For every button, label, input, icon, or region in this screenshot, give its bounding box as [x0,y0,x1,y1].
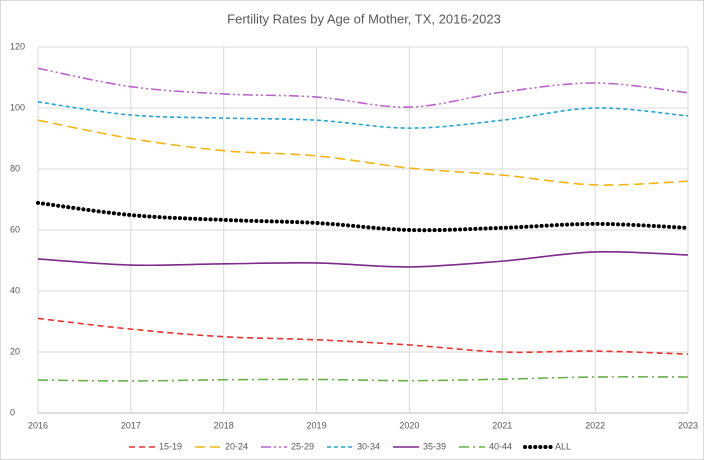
legend-label: 30-34 [357,441,380,451]
x-tick-label: 2020 [399,420,419,430]
y-tick-label: 80 [10,163,20,173]
legend-label: 35-39 [423,441,446,451]
series-line [37,250,689,268]
chart-title: Fertility Rates by Age of Mother, TX, 20… [227,11,501,26]
y-tick-label: 120 [10,41,25,51]
y-tick-label: 40 [10,285,20,295]
legend-label: 15-19 [159,441,182,451]
x-tick-label: 2017 [121,420,141,430]
x-tick-label: 2016 [28,420,48,430]
series-line [37,67,689,108]
x-tick-label: 2019 [307,420,327,430]
legend-label: ALL [555,441,571,451]
x-tick-label: 2023 [678,420,698,430]
legend-label: 40-44 [489,441,512,451]
x-tick-label: 2022 [585,420,605,430]
x-tick-label: 2021 [492,420,512,430]
y-tick-label: 60 [10,224,20,234]
legend-label: 20-24 [225,441,248,451]
series-line [37,376,689,382]
y-tick-label: 100 [10,102,25,112]
series-line [36,200,690,233]
legend-label: 25-29 [291,441,314,451]
y-tick-label: 20 [10,346,20,356]
series-line [37,317,689,355]
y-tick-label: 0 [10,407,15,417]
x-tick-label: 2018 [214,420,234,430]
